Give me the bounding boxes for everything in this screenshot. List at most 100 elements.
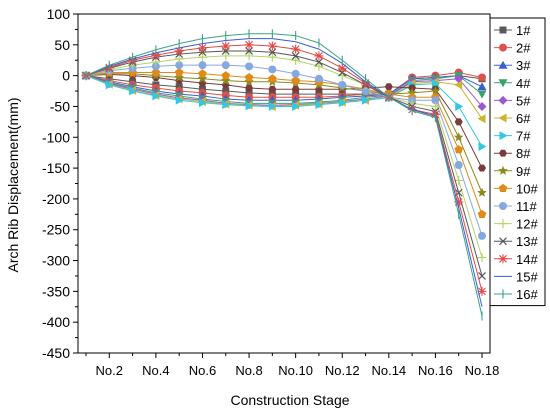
data-point xyxy=(105,80,114,90)
data-point xyxy=(454,118,463,126)
data-point xyxy=(498,254,508,264)
data-point xyxy=(499,237,507,246)
data-point xyxy=(222,87,230,95)
legend-label: 7# xyxy=(516,129,531,144)
data-point xyxy=(477,252,487,262)
data-point xyxy=(221,51,231,61)
x-axis-label: Construction Stage xyxy=(230,392,349,408)
y-tick-label: 0 xyxy=(62,68,70,84)
legend-entry: 7# xyxy=(494,129,531,144)
data-point xyxy=(338,80,347,89)
y-tick-label: 50 xyxy=(54,37,70,53)
legend-label: 5# xyxy=(516,93,531,108)
x-tick-label: No.10 xyxy=(278,363,313,378)
data-point xyxy=(291,44,301,54)
series-14 xyxy=(81,40,487,296)
plot-frame xyxy=(77,13,491,354)
data-point xyxy=(361,87,370,96)
legend-label: 15# xyxy=(516,269,538,284)
data-point xyxy=(221,75,231,85)
data-point xyxy=(291,55,301,65)
data-point xyxy=(477,90,487,99)
data-point xyxy=(291,76,300,85)
legend-entry: 8# xyxy=(494,146,531,161)
y-tick-label: 100 xyxy=(47,6,71,22)
data-point xyxy=(245,62,254,71)
data-point xyxy=(478,142,487,152)
data-point xyxy=(478,164,486,172)
y-tick-label: -50 xyxy=(50,98,70,114)
series-group xyxy=(81,29,487,321)
data-point xyxy=(244,72,254,82)
data-point xyxy=(267,52,277,62)
data-point xyxy=(454,175,464,185)
data-point xyxy=(499,149,507,157)
data-point xyxy=(151,50,161,60)
data-point xyxy=(245,84,254,92)
series-line xyxy=(85,73,483,193)
data-point xyxy=(292,101,301,111)
data-point xyxy=(337,63,347,73)
legend-label: 12# xyxy=(516,217,538,232)
data-point xyxy=(268,48,277,57)
x-tick-label: No.2 xyxy=(96,363,123,378)
axes: 100 50 0 -50 -100 -150 -200 -250 -300 -350 -400 -45… xyxy=(42,6,499,378)
data-point xyxy=(477,209,487,218)
legend-label: 2# xyxy=(516,41,531,56)
y-tick-label: -350 xyxy=(42,283,70,299)
data-point xyxy=(244,40,254,50)
data-point xyxy=(430,101,440,111)
data-point xyxy=(198,69,207,78)
data-point xyxy=(338,98,347,108)
data-point xyxy=(221,41,231,51)
x-tick-label: No.12 xyxy=(325,363,360,378)
legend-label: 9# xyxy=(516,164,531,179)
data-point xyxy=(175,95,184,105)
series-15 xyxy=(85,38,483,307)
legend-entry: 5# xyxy=(494,93,531,108)
data-point xyxy=(245,89,253,97)
data-point xyxy=(197,43,207,53)
series-11 xyxy=(82,61,486,240)
data-point xyxy=(221,71,231,80)
data-point xyxy=(291,85,300,93)
x-tick-label: No.4 xyxy=(142,363,169,378)
legend-label: 16# xyxy=(516,287,538,302)
legend-entry: 15# xyxy=(494,269,538,284)
data-point xyxy=(498,165,508,175)
data-point xyxy=(174,54,184,64)
x-tick-label: No.14 xyxy=(371,363,406,378)
data-point xyxy=(244,76,254,86)
series-2 xyxy=(82,68,486,102)
legend-entry: 14# xyxy=(494,252,538,267)
legend-entry: 16# xyxy=(494,287,538,302)
legend-entry: 12# xyxy=(494,217,538,232)
legend-label: 13# xyxy=(516,234,538,249)
y-tick-label: -300 xyxy=(42,253,70,269)
x-tick-label: No.6 xyxy=(189,363,216,378)
data-point xyxy=(222,100,231,110)
data-point xyxy=(221,61,230,70)
series-line xyxy=(85,44,483,292)
data-point xyxy=(499,131,508,141)
series-line xyxy=(85,50,483,277)
data-point xyxy=(152,91,161,101)
legend-entry: 9# xyxy=(494,164,531,179)
data-point xyxy=(245,47,253,55)
data-point xyxy=(175,61,184,70)
data-point xyxy=(198,98,207,108)
data-point xyxy=(498,219,508,229)
data-point xyxy=(174,72,184,82)
data-point xyxy=(314,74,323,83)
data-point xyxy=(174,68,184,77)
data-point xyxy=(174,46,184,56)
data-point xyxy=(244,51,254,61)
data-point xyxy=(478,73,486,82)
data-point xyxy=(454,145,463,154)
data-point xyxy=(268,65,277,74)
data-point xyxy=(477,101,487,111)
data-point xyxy=(198,61,207,70)
data-point xyxy=(454,74,464,84)
data-point xyxy=(129,86,138,96)
legend-entry: 2# xyxy=(494,41,531,56)
